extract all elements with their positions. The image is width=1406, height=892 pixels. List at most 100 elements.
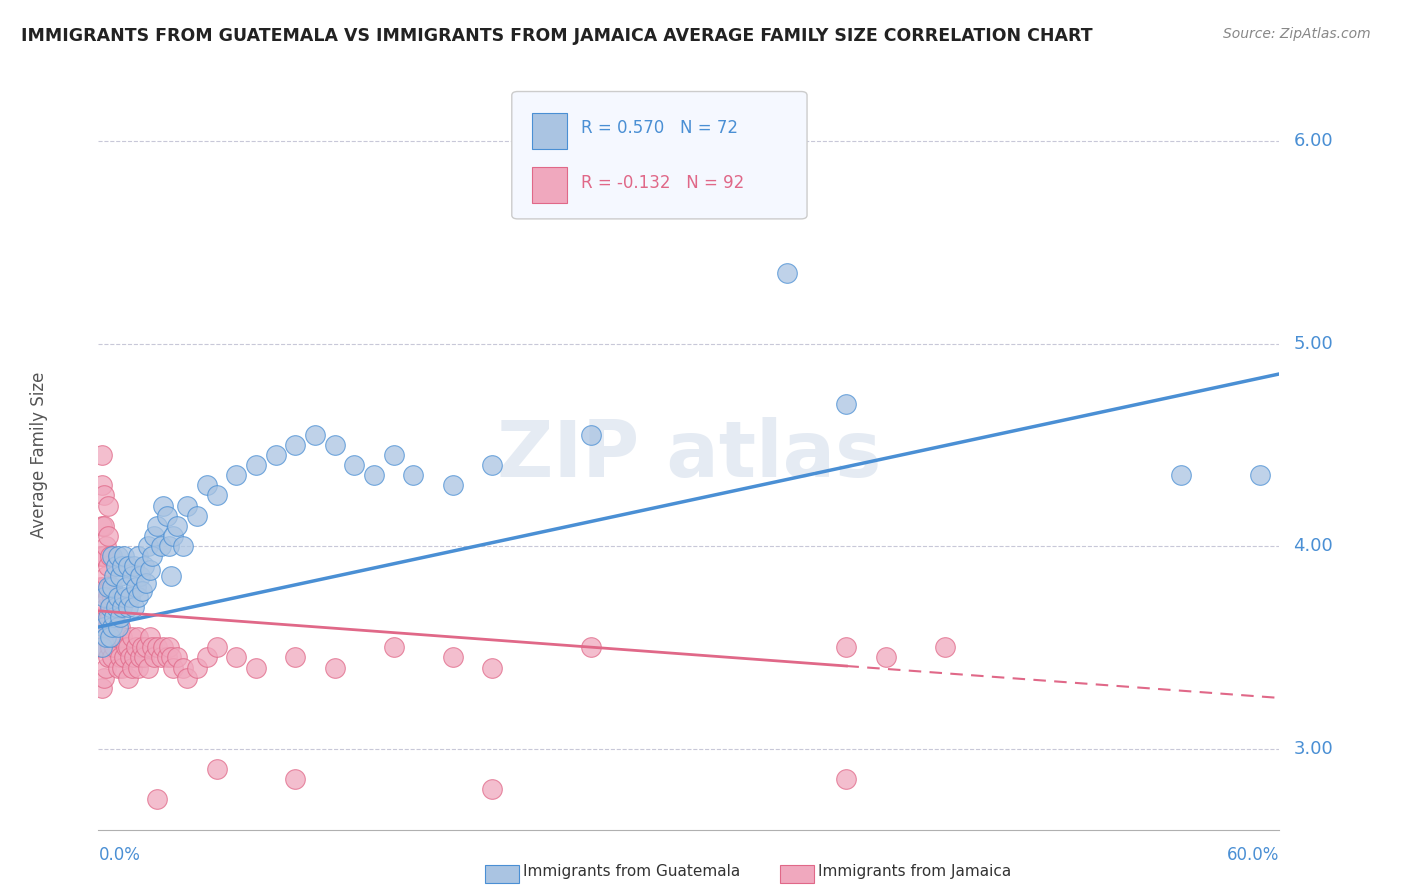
Point	[156, 508, 179, 523]
Point	[91, 580, 114, 594]
Point	[132, 650, 155, 665]
Point	[176, 499, 198, 513]
Point	[323, 438, 346, 452]
Point	[245, 458, 267, 472]
Point	[103, 610, 125, 624]
Point	[107, 630, 129, 644]
Point	[107, 660, 129, 674]
Point	[93, 549, 115, 564]
Point	[186, 660, 208, 674]
Point	[101, 549, 124, 564]
Point	[135, 575, 157, 590]
Point	[205, 640, 228, 655]
Point	[93, 610, 115, 624]
Point	[132, 559, 155, 574]
Point	[93, 488, 115, 502]
Point	[835, 640, 858, 655]
Point	[382, 448, 405, 462]
Text: 3.00: 3.00	[1294, 739, 1333, 757]
Point	[284, 650, 307, 665]
Point	[91, 478, 114, 492]
Point	[122, 650, 145, 665]
Point	[172, 539, 194, 553]
Point	[157, 640, 180, 655]
Point	[91, 640, 114, 655]
Point	[363, 468, 385, 483]
Text: Average Family Size: Average Family Size	[31, 372, 48, 538]
Point	[91, 610, 114, 624]
Point	[112, 549, 135, 564]
Point	[284, 438, 307, 452]
Point	[128, 569, 150, 583]
Point	[93, 580, 115, 594]
Point	[146, 518, 169, 533]
Point	[103, 569, 125, 583]
Point	[131, 583, 153, 598]
Point	[97, 620, 120, 634]
Point	[156, 650, 179, 665]
Point	[121, 569, 143, 583]
Point	[141, 640, 163, 655]
Point	[152, 640, 174, 655]
Point	[98, 640, 121, 655]
Text: 0.0%: 0.0%	[98, 847, 141, 864]
Point	[93, 590, 115, 604]
Point	[150, 650, 173, 665]
Point	[98, 630, 121, 644]
Point	[91, 549, 114, 564]
Point	[107, 590, 129, 604]
Point	[117, 559, 139, 574]
Point	[111, 599, 134, 614]
Point	[835, 397, 858, 411]
Point	[136, 539, 159, 553]
Point	[121, 660, 143, 674]
Point	[481, 458, 503, 472]
Point	[125, 580, 148, 594]
Point	[127, 549, 149, 564]
Point	[115, 580, 138, 594]
Point	[89, 610, 111, 624]
Point	[225, 468, 247, 483]
Text: ZIP atlas: ZIP atlas	[496, 417, 882, 493]
Point	[150, 539, 173, 553]
Point	[105, 630, 128, 644]
Point	[245, 660, 267, 674]
Point	[93, 518, 115, 533]
Point	[205, 488, 228, 502]
Text: R = -0.132   N = 92: R = -0.132 N = 92	[582, 174, 745, 192]
Point	[121, 630, 143, 644]
Point	[96, 660, 118, 674]
Point	[98, 549, 121, 564]
Point	[152, 499, 174, 513]
Point	[284, 772, 307, 786]
Point	[91, 681, 114, 695]
Point	[122, 599, 145, 614]
Point	[103, 640, 125, 655]
Point	[481, 660, 503, 674]
Point	[96, 569, 118, 583]
Point	[105, 599, 128, 614]
Point	[93, 671, 115, 685]
Point	[441, 478, 464, 492]
Point	[93, 620, 115, 634]
Point	[97, 559, 120, 574]
Point	[96, 630, 118, 644]
Point	[141, 549, 163, 564]
Point	[127, 630, 149, 644]
FancyBboxPatch shape	[531, 113, 567, 149]
Point	[89, 549, 111, 564]
Point	[97, 529, 120, 543]
Point	[127, 590, 149, 604]
Point	[118, 590, 141, 604]
Point	[579, 427, 602, 442]
Point	[96, 539, 118, 553]
Point	[166, 518, 188, 533]
Point	[127, 660, 149, 674]
Point	[96, 630, 118, 644]
Point	[131, 640, 153, 655]
Point	[91, 518, 114, 533]
Point	[875, 650, 897, 665]
Point	[111, 660, 134, 674]
Point	[934, 640, 956, 655]
Text: Immigrants from Guatemala: Immigrants from Guatemala	[523, 864, 741, 879]
